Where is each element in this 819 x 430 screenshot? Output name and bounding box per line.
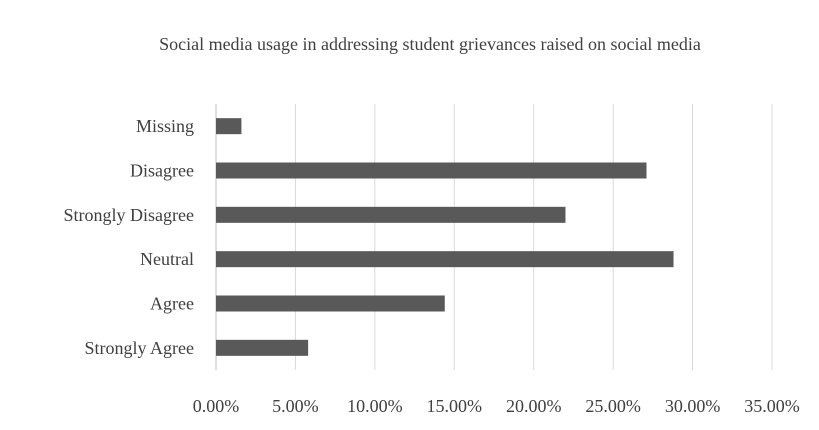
category-label: Neutral — [140, 249, 194, 269]
x-tick-label: 0.00% — [193, 396, 240, 416]
x-tick-label: 15.00% — [427, 396, 483, 416]
chart-title: Social media usage in addressing student… — [159, 34, 701, 54]
bar-neutral — [216, 251, 674, 268]
x-tick-label: 20.00% — [506, 396, 562, 416]
category-label: Disagree — [130, 161, 194, 181]
bar-disagree — [216, 162, 647, 179]
category-label: Strongly Disagree — [64, 205, 194, 225]
category-label: Strongly Agree — [85, 338, 195, 358]
x-tick-label: 5.00% — [272, 396, 319, 416]
category-label: Missing — [136, 116, 194, 136]
bar-strongly-disagree — [216, 206, 566, 223]
x-tick-label: 35.00% — [744, 396, 800, 416]
category-label: Agree — [150, 294, 194, 314]
x-tick-label: 30.00% — [665, 396, 721, 416]
bar-missing — [216, 118, 242, 135]
x-tick-label: 25.00% — [585, 396, 641, 416]
bar-agree — [216, 295, 445, 312]
x-tick-label: 10.00% — [347, 396, 403, 416]
bar-strongly-agree — [216, 339, 309, 356]
